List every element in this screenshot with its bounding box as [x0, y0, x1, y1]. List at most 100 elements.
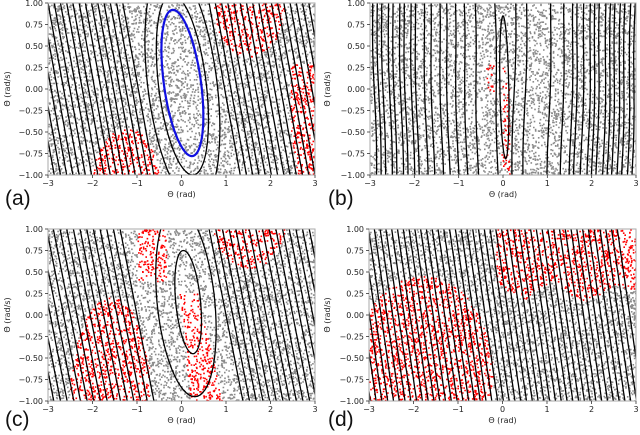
x-tick-label: 3 — [312, 179, 317, 188]
contour-line — [255, 229, 291, 401]
x-tick-label: −2 — [408, 405, 420, 414]
contour-line — [66, 229, 102, 401]
red-samples — [369, 229, 636, 401]
contour-line — [208, 3, 241, 175]
contour-line — [48, 68, 68, 175]
contour-line — [579, 3, 585, 175]
contour-line — [535, 229, 562, 401]
contour-line — [443, 229, 470, 401]
x-tick-label: 1 — [545, 179, 550, 188]
y-tick-label: 0.75 — [347, 21, 365, 30]
y-axis-label: Θ̇ (rad/s) — [323, 71, 332, 106]
contour-line — [258, 3, 291, 175]
contour-line — [261, 229, 297, 401]
y-tick-label: −1.00 — [339, 397, 364, 406]
contour-line — [248, 229, 284, 401]
x-tick-label: 1 — [544, 405, 549, 414]
contour-line — [106, 229, 142, 401]
contour-line — [423, 3, 429, 175]
y-tick-label: −1.00 — [340, 171, 365, 180]
contour-line — [72, 229, 108, 401]
contour-line — [97, 3, 130, 175]
y-tick-label: 0.75 — [25, 247, 43, 256]
contour-line — [559, 3, 565, 175]
contour-line — [174, 249, 203, 355]
contour-line — [48, 300, 68, 401]
panel-label-c: (c) — [5, 408, 30, 431]
contour-line — [430, 3, 436, 175]
panel-label-a: (a) — [5, 187, 31, 210]
contour-line — [220, 3, 254, 175]
y-tick-label: −0.50 — [18, 354, 43, 363]
contour-line — [392, 3, 398, 175]
contour-line — [620, 3, 626, 175]
contour-line — [500, 229, 528, 401]
contour-line — [275, 229, 311, 401]
contour-line — [414, 229, 441, 401]
y-tick-label: 0.50 — [25, 42, 43, 51]
contour-line — [495, 229, 522, 401]
x-tick-label: −2 — [408, 179, 420, 188]
contour-line — [369, 347, 377, 401]
y-tick-label: 1.00 — [347, 0, 365, 8]
y-axis-label: Θ̇ (rad/s) — [3, 71, 12, 106]
y-tick-label: 0.50 — [346, 268, 364, 277]
contour-line — [606, 3, 612, 175]
panel-c: −3 −2 −1 0 1 2 3 1.00 0.75 0.50 0.25 0.00 −0.25 −0.50… — [0, 218, 320, 435]
contour-line — [376, 3, 382, 175]
contour-line — [398, 3, 405, 175]
contour-line — [402, 229, 429, 401]
contour-line — [228, 229, 264, 401]
contour-line — [215, 229, 251, 401]
contour-line — [115, 3, 149, 175]
contour-line — [477, 229, 505, 401]
x-tick-label: −1 — [131, 179, 143, 188]
contour-line — [48, 3, 80, 175]
panel-d: −3 −2 −1 0 1 2 3 1.00 0.75 0.50 0.25 0.00 −0.25 −0.50… — [320, 218, 640, 435]
x-tick-label: 2 — [268, 179, 273, 188]
contour-line — [586, 3, 592, 175]
contour-line — [414, 3, 420, 175]
panel-label-b: (b) — [328, 187, 354, 210]
contour-line — [103, 3, 136, 175]
x-tick-label: 2 — [268, 405, 273, 414]
contour-line — [214, 3, 248, 175]
contour-line — [283, 3, 315, 175]
x-tick-label: −1 — [453, 179, 465, 188]
contour-line — [288, 229, 315, 364]
contour-line — [281, 229, 315, 398]
contour-line — [601, 3, 607, 175]
contour-line — [241, 229, 277, 401]
contour-line — [446, 3, 451, 175]
contour-line — [605, 229, 632, 401]
contour-line — [59, 3, 93, 175]
y-tick-label: −0.75 — [18, 150, 43, 159]
y-tick-label: −0.75 — [340, 150, 365, 159]
gray-samples — [369, 229, 636, 401]
contour-line — [252, 3, 285, 175]
x-tick-label: −3 — [363, 405, 375, 414]
contour-line — [581, 229, 609, 401]
y-tick-label: −0.25 — [18, 107, 43, 116]
y-tick-label: 0.00 — [346, 311, 364, 320]
contour-line — [369, 229, 395, 401]
contour-line — [48, 266, 75, 401]
x-tick-label: 3 — [312, 405, 317, 414]
y-tick-label: 0.00 — [25, 311, 43, 320]
contour-line — [48, 33, 74, 175]
y-axis-label: Θ̇ (rad/s) — [3, 297, 12, 332]
x-tick-label: 3 — [633, 179, 638, 188]
plot-b: −3 −2 −1 0 1 2 3 1.00 0.75 0.50 0.25 0.00 −0.25 −0.50… — [323, 0, 639, 199]
contour-line — [564, 229, 591, 401]
gray-samples — [370, 3, 636, 175]
contour-line — [506, 229, 533, 401]
contour-line — [541, 229, 568, 401]
x-tick-label: 1 — [223, 179, 228, 188]
contour-line — [419, 229, 447, 401]
x-tick-label: 3 — [633, 405, 638, 414]
contour-line — [144, 3, 221, 175]
contour-line — [626, 3, 632, 175]
contour-line — [155, 229, 217, 398]
y-tick-label: 0.25 — [25, 64, 43, 73]
y-tick-label: −0.25 — [340, 107, 365, 116]
